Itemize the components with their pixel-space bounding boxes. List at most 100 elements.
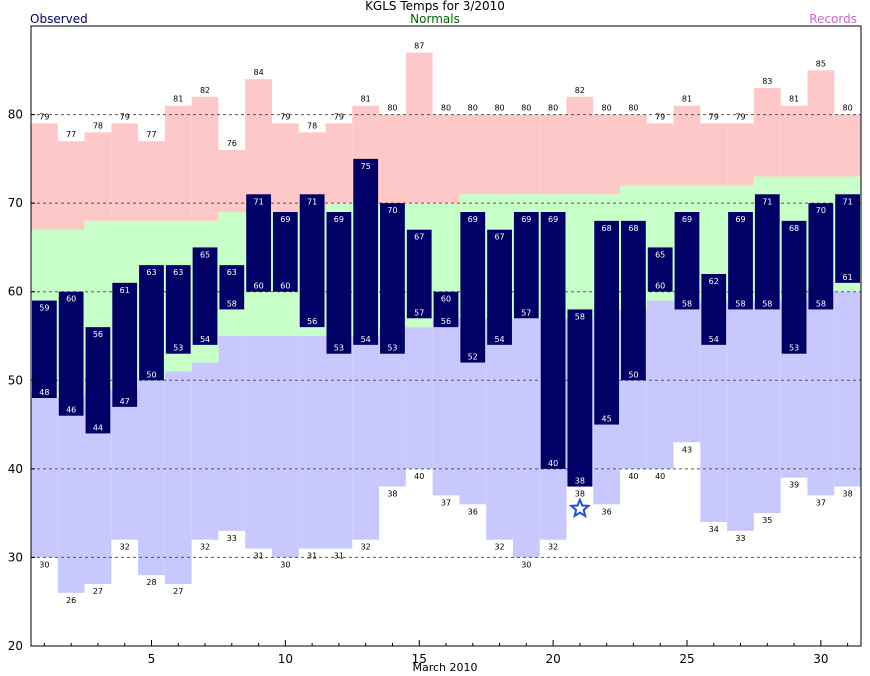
x-axis-label: March 2010 [412, 661, 477, 674]
record-high-bar-10 [271, 123, 299, 212]
observed-high-label-16: 60 [441, 295, 451, 304]
record-low-bar-28 [753, 300, 781, 514]
record-high-bar-28 [753, 88, 781, 177]
record-low-label-23: 40 [628, 472, 638, 481]
y-tick-label-50: 50 [8, 373, 23, 387]
record-low-bar-10 [271, 336, 299, 558]
observed-low-label-7: 54 [200, 335, 210, 344]
observed-low-label-20: 40 [548, 459, 558, 468]
record-high-label-23: 80 [628, 104, 638, 113]
observed-bar-27 [728, 212, 753, 310]
record-high-label-15: 87 [414, 42, 424, 51]
record-high-bar-17 [459, 114, 487, 195]
observed-bar-17 [460, 212, 486, 363]
record-high-bar-3 [84, 132, 112, 221]
record-low-label-4: 32 [120, 543, 130, 552]
record-high-label-7: 82 [200, 86, 210, 95]
observed-low-label-10: 60 [280, 282, 290, 291]
observed-bar-9 [246, 194, 271, 292]
record-high-label-19: 80 [521, 104, 531, 113]
record-high-label-18: 80 [494, 104, 504, 113]
record-low-label-6: 27 [173, 587, 183, 596]
record-high-label-20: 80 [548, 104, 558, 113]
record-high-bar-25 [673, 105, 701, 186]
observed-low-label-13: 54 [361, 335, 371, 344]
observed-high-label-8: 63 [227, 268, 237, 277]
record-high-label-11: 78 [307, 121, 317, 130]
observed-bar-4 [112, 282, 138, 407]
observed-low-label-5: 50 [146, 370, 156, 379]
observed-high-label-6: 63 [173, 268, 183, 277]
observed-low-label-31: 61 [843, 273, 853, 282]
observed-bar-10 [272, 212, 298, 292]
record-low-bar-9 [245, 336, 272, 549]
observed-bar-21 [567, 309, 593, 487]
record-high-bar-30 [807, 70, 835, 177]
record-low-bar-27 [727, 300, 754, 531]
observed-high-label-30: 70 [816, 206, 826, 215]
record-high-bar-31 [834, 114, 861, 177]
y-tick-label-80: 80 [8, 108, 23, 122]
observed-bar-2 [58, 291, 84, 416]
y-tick-label-30: 30 [8, 550, 23, 564]
record-low-label-2: 26 [66, 596, 76, 605]
observed-low-label-17: 52 [468, 353, 478, 362]
observed-low-label-18: 54 [494, 335, 504, 344]
record-low-bar-19 [512, 318, 540, 558]
observed-high-label-13: 75 [361, 162, 371, 171]
observed-bars [32, 158, 860, 487]
observed-high-label-1: 59 [39, 304, 49, 313]
record-low-label-12: 31 [334, 552, 344, 561]
observed-high-label-7: 65 [200, 250, 210, 259]
observed-high-label-18: 67 [494, 233, 504, 242]
record-low-label-11: 31 [307, 552, 317, 561]
record-high-band [31, 52, 861, 230]
observed-high-label-3: 56 [93, 330, 103, 339]
observed-high-label-14: 70 [387, 206, 397, 215]
record-high-label-9: 84 [253, 68, 263, 77]
record-low-bar-16 [432, 318, 460, 496]
observed-bar-24 [647, 247, 673, 292]
record-low-bar-18 [486, 318, 513, 540]
record-high-label-12: 79 [334, 112, 344, 121]
record-low-label-13: 32 [361, 543, 371, 552]
record-low-bar-31 [834, 291, 861, 487]
observed-low-label-6: 53 [173, 344, 183, 353]
record-low-label-5: 28 [146, 578, 156, 587]
record-high-label-28: 83 [762, 77, 772, 86]
observed-low-label-23: 50 [628, 370, 638, 379]
record-high-label-2: 77 [66, 130, 76, 139]
observed-bar-30 [808, 203, 834, 310]
chart-title: KGLS Temps for 3/2010 [365, 0, 505, 13]
observed-bar-23 [621, 220, 646, 381]
observed-bar-7 [192, 247, 218, 345]
record-low-label-18: 32 [494, 543, 504, 552]
record-high-label-4: 79 [120, 112, 130, 121]
record-low-bar-8 [218, 336, 246, 531]
observed-bar-11 [299, 194, 325, 328]
record-low-label-20: 32 [548, 543, 558, 552]
axes: 20 30 40 50 60 70 80 5 10 15 20 25 30 [8, 25, 862, 666]
record-low-label-21: 38 [575, 490, 585, 499]
observed-low-label-15: 57 [414, 308, 424, 317]
record-high-bar-23 [620, 114, 647, 186]
y-tick-label-40: 40 [8, 462, 23, 476]
record-high-bar-2 [57, 141, 85, 230]
record-high-bar-1 [31, 123, 58, 230]
record-low-label-8: 33 [227, 534, 237, 543]
record-low-bar-5 [138, 380, 165, 576]
observed-bar-18 [487, 229, 512, 345]
observed-high-label-15: 67 [414, 233, 424, 242]
observed-high-label-12: 69 [334, 215, 344, 224]
observed-high-label-19: 69 [521, 215, 531, 224]
current-day-marker [568, 497, 591, 519]
observed-bar-12 [326, 212, 352, 354]
record-low-bar-25 [673, 300, 701, 443]
record-high-bar-18 [486, 114, 513, 195]
x-tick-label-10: 10 [278, 652, 293, 666]
record-high-label-22: 80 [602, 104, 612, 113]
record-high-label-17: 80 [468, 104, 478, 113]
record-high-label-29: 81 [789, 95, 799, 104]
observed-low-label-11: 56 [307, 317, 317, 326]
